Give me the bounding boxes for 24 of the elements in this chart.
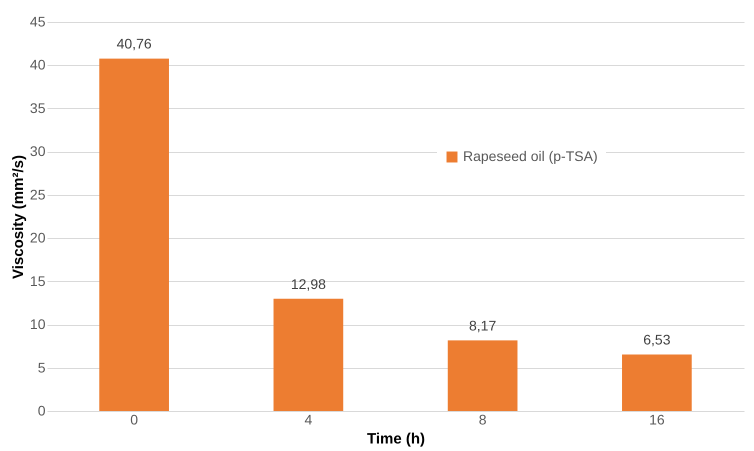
data-label: 6,53 [643, 332, 671, 348]
y-tick-label: 30 [30, 143, 46, 160]
y-tick-label: 5 [38, 359, 46, 376]
y-axis-title: Viscosity (mm²/s) [10, 155, 27, 279]
data-label: 12,98 [290, 276, 326, 292]
data-label: 8,17 [469, 317, 496, 334]
y-tick-label: 35 [30, 100, 46, 116]
x-tick-label: 0 [130, 412, 138, 428]
x-axis-title: Time (h) [366, 430, 426, 448]
bar [448, 340, 518, 411]
y-tick-label: 10 [30, 316, 46, 332]
x-tick-label: 16 [649, 412, 665, 428]
bar [622, 354, 692, 411]
x-tick-label: 4 [304, 412, 312, 428]
x-tick-label: 8 [478, 412, 487, 428]
y-tick-label: 15 [30, 272, 46, 289]
y-tick-label: 20 [30, 230, 46, 246]
y-tick-label: 40 [30, 56, 46, 73]
legend-label: Rapeseed oil (p-TSA) [463, 148, 598, 164]
data-label: 40,76 [116, 36, 152, 52]
bar [99, 58, 169, 411]
bar [274, 298, 344, 411]
y-tick-label: 45 [30, 14, 46, 30]
y-tick-label: 25 [30, 186, 46, 202]
